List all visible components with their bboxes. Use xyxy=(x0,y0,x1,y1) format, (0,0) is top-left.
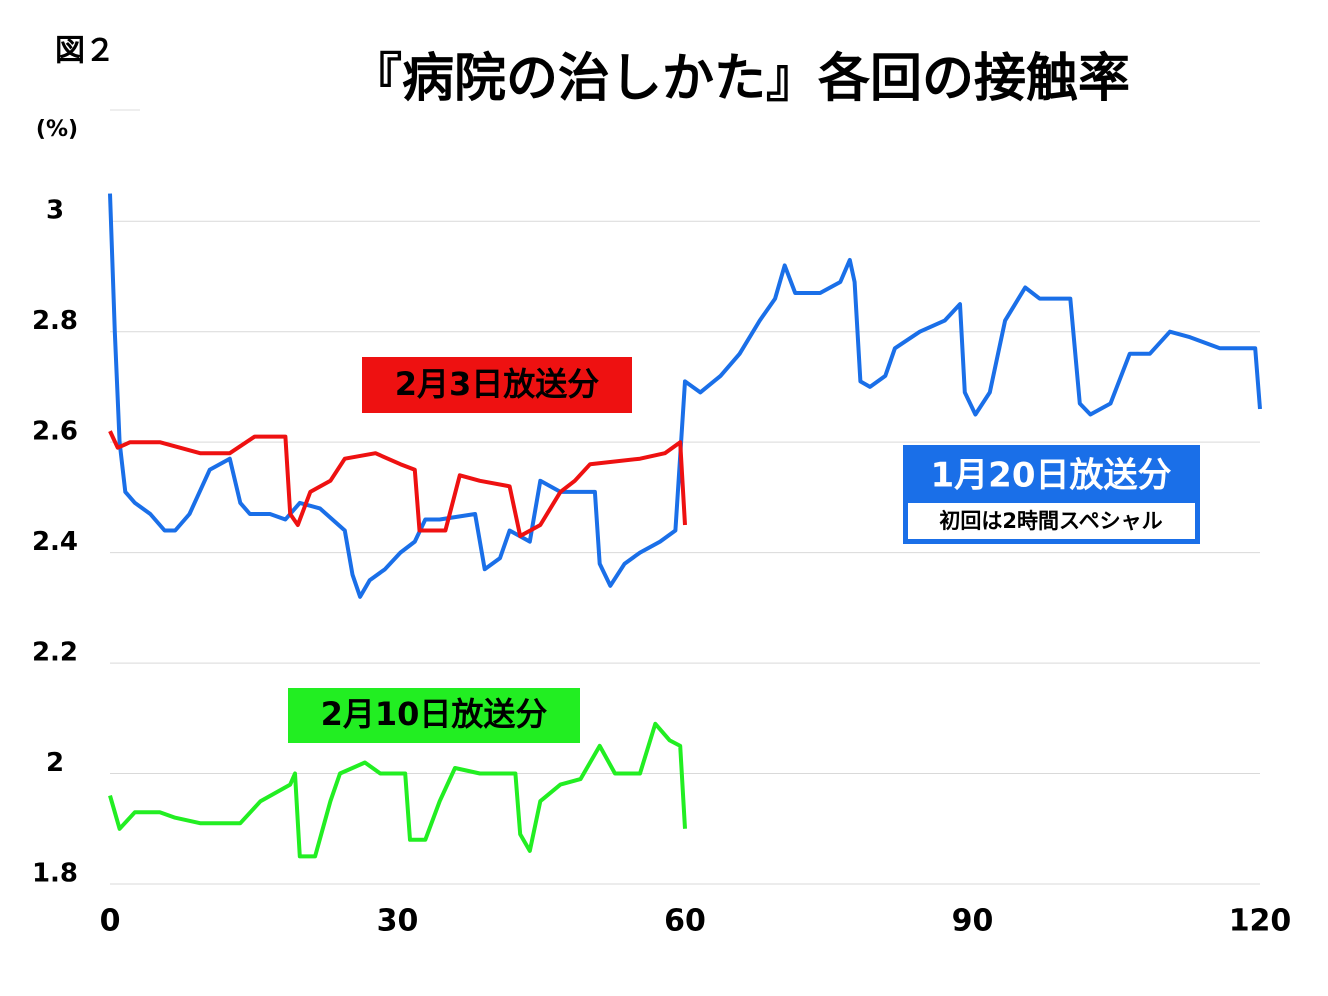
chart-title: 『病院の治しかた』各回の接触率 xyxy=(350,49,1130,109)
series-line xyxy=(108,430,687,538)
y-tick-label: 3 xyxy=(46,196,64,226)
y-tick-label: 2.2 xyxy=(32,638,78,668)
y-unit: (%) xyxy=(36,117,78,142)
legend-label: 2月3日放送分 xyxy=(395,365,600,403)
legend-box xyxy=(288,688,580,743)
legend-note: 初回は2時間スペシャル xyxy=(939,509,1162,533)
x-tick-label: 30 xyxy=(377,904,419,939)
legend-blue: 1月20日放送分 初回は2時間スペシャル xyxy=(903,445,1200,544)
figure-label: 図２ xyxy=(55,34,115,69)
x-tick-label: 120 xyxy=(1229,904,1292,939)
plot: 1.822.22.42.62.830 30 60 90 120 xyxy=(32,193,1292,939)
y-tick-label: 2.4 xyxy=(32,527,78,557)
x-tick-label: 90 xyxy=(952,904,994,939)
x-tick-label: 0 xyxy=(100,904,121,939)
y-tick-label: 1.8 xyxy=(32,859,78,889)
legend-green: 2月10日放送分 xyxy=(288,688,580,743)
series-line xyxy=(108,721,687,859)
legend-box xyxy=(362,357,632,413)
x-tick-label: 60 xyxy=(664,904,706,939)
legend-label: 1月20日放送分 xyxy=(931,456,1172,496)
y-tick-label: 2 xyxy=(46,748,64,778)
y-tick-label: 2.6 xyxy=(32,417,78,447)
legend-red: 2月3日放送分 xyxy=(362,357,632,413)
legend-label: 2月10日放送分 xyxy=(321,695,548,733)
y-tick-label: 2.8 xyxy=(32,306,78,336)
legend-note-box xyxy=(908,503,1195,539)
series-line xyxy=(108,193,1262,599)
